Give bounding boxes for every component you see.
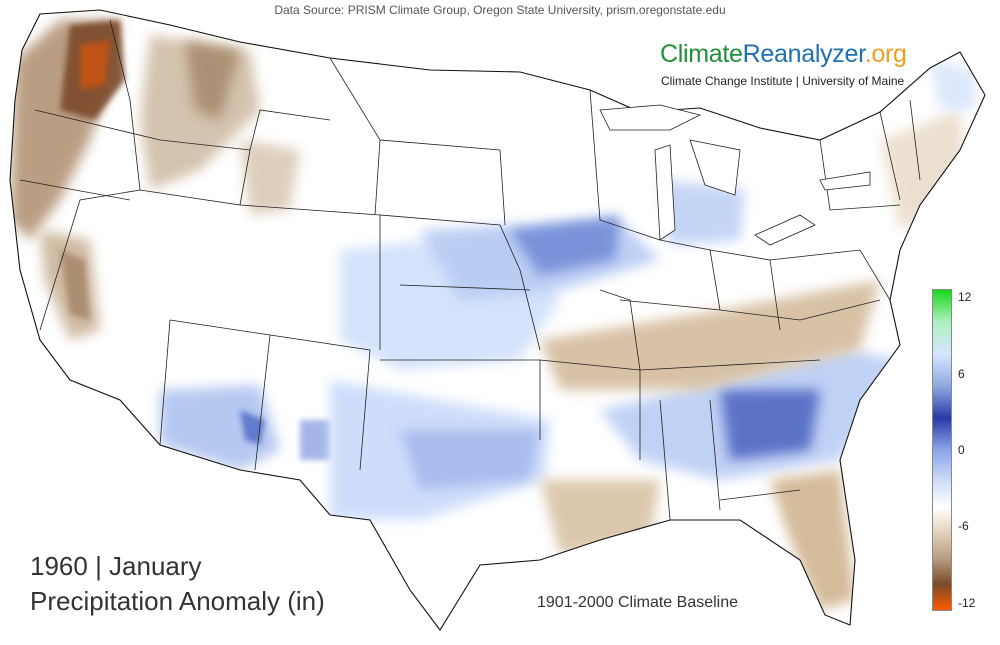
legend-tick-minus-6: -6 (958, 519, 969, 533)
logo-part-reanalyzer: Reanalyzer (742, 40, 865, 68)
map-title-year-month: 1960 | January (30, 551, 202, 581)
legend-tick-minus-12: -12 (958, 596, 976, 610)
state-boundaries (19, 19, 921, 521)
legend-tick-12: 12 (958, 290, 972, 304)
us-outline (9, 9, 986, 631)
logo-part-climate: Climate (660, 40, 743, 68)
great-lakes (599, 104, 871, 246)
map-title-variable: Precipitation Anomaly (in) (30, 586, 325, 616)
brand-subtitle: Climate Change Institute | University of… (661, 74, 905, 88)
data-source-caption: Data Source: PRISM Climate Group, Oregon… (274, 3, 726, 17)
legend-tick-6: 6 (958, 367, 965, 381)
legend-tick-0: 0 (958, 443, 965, 457)
anomaly-shading (10, 20, 975, 610)
logo-part-org: .org (864, 40, 907, 68)
baseline-caption: 1901-2000 Climate Baseline (537, 594, 739, 611)
climate-reanalyzer-logo: ClimateReanalyzer.org (660, 40, 907, 69)
legend-colorbar (932, 289, 952, 611)
